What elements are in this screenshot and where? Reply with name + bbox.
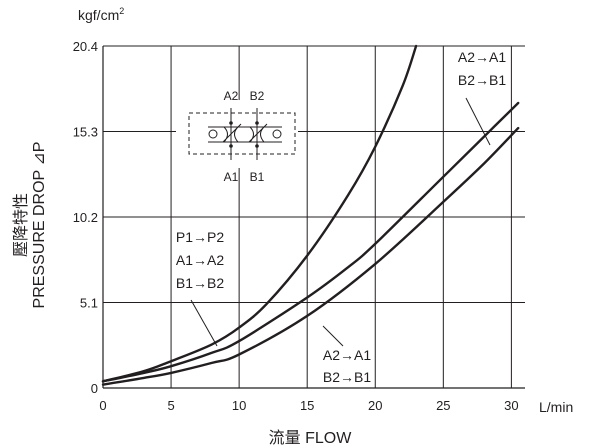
annotation-p1-p2: P1→P2 A1→A2 B1→B2 (176, 229, 224, 291)
x-tick-label-1: 5 (167, 398, 174, 413)
symbol-background (176, 100, 298, 168)
y-tick-label-4: 20.4 (73, 39, 98, 54)
y-axis-title-chinese: 壓降特性 (12, 193, 30, 257)
x-tick-label-5: 25 (436, 398, 450, 413)
throttle-left-icon (222, 123, 242, 143)
check-valve-left-icon (208, 129, 218, 139)
x-unit-label: L/min (539, 399, 573, 415)
y-unit-superscript: 2 (119, 6, 124, 16)
annotations: P1→P2 A1→A2 B1→B2 A2→A1 B2→B1 A2→A1 B2→B1 (176, 49, 506, 385)
y-unit-label: kgf/cm2 (78, 6, 124, 23)
series-line-0 (101, 44, 418, 383)
throttle-right-icon (248, 123, 268, 143)
annotation-a2-a1-top-line-0: A2→A1 (458, 49, 506, 65)
annotation-a2-a1-top-line-1: B2→B1 (458, 72, 506, 88)
leader-line-a2-a1-bottom (322, 325, 344, 347)
series-line-1 (101, 101, 520, 383)
check-valve-right-icon (272, 129, 282, 139)
leader-line-a2-a1-top (465, 97, 491, 146)
annotation-p1-p2-line-1: A1→A2 (176, 252, 224, 268)
hydraulic-symbol: A2 B2 A1 B1 (176, 89, 298, 184)
y-tick-label-1: 5.1 (80, 296, 98, 311)
x-tick-label-3: 15 (300, 398, 314, 413)
series-curves (101, 44, 520, 386)
symbol-label-b2: B2 (250, 89, 265, 103)
annotation-p1-p2-line-0: P1→P2 (176, 229, 224, 245)
symbol-label-a1: A1 (224, 170, 239, 184)
symbol-label-b1: B1 (250, 170, 265, 184)
x-axis-title: 流量 FLOW (269, 429, 353, 447)
leader-line-p1-p2 (190, 299, 218, 347)
port-dot-a1 (229, 144, 233, 148)
series-line-2 (101, 126, 520, 386)
symbol-envelope (188, 112, 296, 155)
port-dot-b2 (255, 121, 259, 125)
y-unit-text: kgf/cm (78, 7, 119, 23)
y-axis-title-english: PRESSURE DROP ⊿P (31, 142, 48, 309)
annotation-p1-p2-line-2: B1→B2 (176, 275, 224, 291)
port-dot-b1 (255, 144, 259, 148)
annotation-a2-a1-bottom: A2→A1 B2→B1 (323, 347, 371, 385)
tick-labels: 0 5 10 15 20 25 30 0 5.1 10.2 15.3 20.4 (73, 39, 519, 413)
y-tick-label-0: 0 (91, 381, 98, 396)
annotation-a2-a1-bottom-line-1: B2→B1 (323, 369, 371, 385)
symbol-label-a2: A2 (224, 89, 239, 103)
x-tick-label-0: 0 (99, 398, 106, 413)
port-dot-a2 (229, 121, 233, 125)
x-tick-label-2: 10 (232, 398, 246, 413)
annotation-a2-a1-top: A2→A1 B2→B1 (458, 49, 506, 88)
grid-lines (102, 45, 525, 389)
annotation-a2-a1-bottom-line-0: A2→A1 (323, 347, 371, 363)
x-tick-label-6: 30 (504, 398, 518, 413)
y-tick-label-2: 10.2 (73, 210, 98, 225)
x-tick-label-4: 20 (368, 398, 382, 413)
y-tick-label-3: 15.3 (73, 125, 98, 140)
